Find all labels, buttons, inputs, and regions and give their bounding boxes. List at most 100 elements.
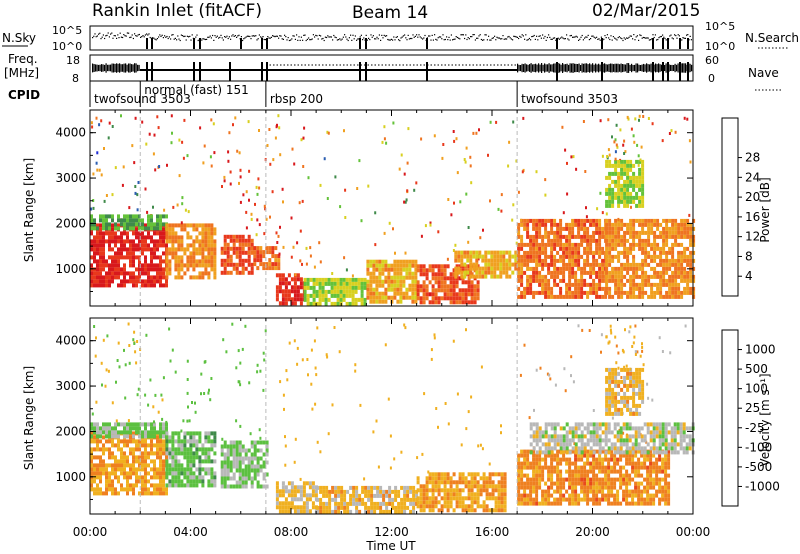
data-cell — [443, 484, 447, 489]
data-cell — [532, 238, 536, 243]
data-cell — [529, 282, 533, 287]
nsky-point — [267, 36, 269, 38]
data-cell — [623, 262, 627, 267]
data-cell — [497, 496, 501, 501]
data-cell — [256, 484, 260, 489]
data-cell — [680, 270, 684, 275]
data-cell — [586, 246, 590, 251]
data-cell — [111, 275, 114, 280]
data-cell — [174, 235, 178, 240]
data-cell — [201, 231, 205, 236]
data-cell — [488, 484, 492, 489]
data-cell — [529, 497, 533, 502]
data-cell — [210, 255, 214, 260]
data-cell — [105, 475, 108, 480]
data-cell — [641, 286, 645, 291]
data-cell — [473, 284, 477, 289]
data-cell — [617, 226, 621, 231]
data-cell — [235, 262, 239, 267]
data-cell — [102, 463, 105, 468]
data-cell — [192, 255, 196, 260]
data-cell — [99, 218, 102, 223]
data-cell — [446, 284, 450, 289]
data-cell — [290, 497, 294, 502]
data-cell — [482, 484, 486, 489]
data-cell — [201, 223, 205, 228]
data-cell — [479, 492, 483, 497]
data-cell — [226, 246, 230, 251]
scatter-cell — [638, 118, 640, 122]
data-cell — [550, 254, 554, 259]
data-cell — [117, 275, 120, 280]
nsky-point — [638, 39, 640, 41]
data-cell — [141, 451, 144, 456]
data-cell — [96, 487, 99, 492]
data-cell — [327, 289, 331, 294]
nsky-point — [197, 39, 199, 42]
data-cell — [333, 277, 337, 282]
scatter-cell — [171, 131, 173, 135]
scatter-cell — [305, 246, 308, 250]
data-cell — [153, 222, 156, 227]
data-cell — [168, 439, 172, 444]
data-cell — [123, 459, 126, 464]
data-cell — [223, 476, 227, 481]
data-cell — [571, 274, 575, 279]
data-cell — [229, 254, 233, 259]
data-cell — [408, 263, 412, 268]
data-cell — [259, 246, 263, 251]
scatter-cell — [354, 363, 357, 367]
data-cell — [517, 222, 521, 227]
data-cell — [156, 255, 159, 260]
data-cell — [363, 301, 367, 306]
data-cell — [635, 262, 639, 267]
data-cell — [476, 472, 480, 477]
data-cell — [589, 246, 593, 251]
data-cell — [159, 434, 162, 439]
data-cell — [393, 279, 397, 284]
freq-point — [575, 63, 577, 73]
scatter-cell — [106, 334, 109, 338]
data-cell — [213, 243, 217, 248]
data-cell — [544, 282, 548, 287]
data-cell — [141, 222, 144, 227]
data-cell — [90, 222, 93, 227]
data-cell — [680, 222, 684, 227]
nsearch-label: N.Search — [745, 31, 799, 45]
nsky-point — [624, 38, 626, 40]
data-cell — [686, 254, 690, 259]
data-cell — [373, 509, 377, 514]
data-cell — [129, 426, 132, 431]
data-cell — [373, 501, 377, 506]
data-cell — [195, 483, 199, 488]
scatter-cell — [133, 330, 136, 334]
nsky-point — [526, 39, 528, 41]
data-cell — [238, 480, 242, 485]
data-cell — [475, 250, 479, 255]
nsky-point — [292, 35, 294, 37]
data-cell — [411, 275, 415, 280]
data-cell — [174, 239, 178, 244]
data-cell — [641, 167, 645, 172]
data-cell — [195, 451, 199, 456]
data-cell — [102, 255, 105, 260]
data-cell — [629, 286, 633, 291]
data-cell — [665, 230, 669, 235]
data-cell — [541, 218, 545, 223]
data-cell — [156, 435, 159, 440]
data-cell — [117, 263, 120, 268]
data-cell — [473, 484, 477, 489]
data-cell — [296, 485, 300, 490]
data-cell — [281, 505, 285, 510]
nsky-point — [378, 34, 380, 36]
data-cell — [241, 456, 245, 461]
data-cell — [229, 452, 233, 457]
data-cell — [229, 258, 233, 263]
data-cell — [120, 267, 123, 272]
data-cell — [198, 271, 202, 276]
scatter-cell — [200, 372, 203, 376]
data-cell — [611, 187, 615, 192]
data-cell — [647, 226, 651, 231]
nsky-point — [392, 39, 394, 41]
data-cell — [617, 278, 621, 283]
